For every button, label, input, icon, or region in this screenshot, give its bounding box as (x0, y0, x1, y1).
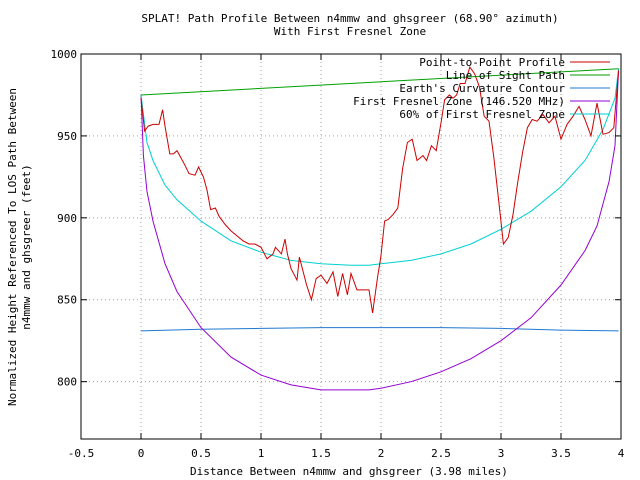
x-tick-label: 0.5 (191, 447, 211, 460)
legend-label: Line of Sight Path (446, 69, 565, 82)
x-tick-label: -0.5 (68, 447, 95, 460)
y-tick-label: 800 (57, 376, 77, 389)
series-line-line-of-sight-path (140, 68, 619, 96)
y-axis-label-line1: Normalized Height Referenced To LOS Path… (6, 88, 19, 406)
y-axis-label-line2: n4mmw and ghsgreer (feet) (20, 164, 33, 330)
y-tick-label: 900 (57, 212, 77, 225)
y-tick-label: 1000 (51, 48, 78, 61)
x-axis-label: Distance Between n4mmw and ghsgreer (3.9… (190, 465, 508, 478)
series-line-first-fresnel-zone-146-520-mhz (140, 68, 620, 391)
chart-subtitle: With First Fresnel Zone (274, 25, 426, 38)
plot-frame (80, 53, 622, 440)
y-tick-label: 950 (57, 130, 77, 143)
series-line-point-to-point-profile (140, 65, 620, 313)
x-tick-label: 3 (498, 447, 505, 460)
x-tick-label: 4 (618, 447, 625, 460)
series-line-60-of-first-fresnel-zone (140, 68, 620, 266)
y-tick-label: 850 (57, 294, 77, 307)
x-tick-label: 2 (378, 447, 385, 460)
x-tick-label: 2.5 (431, 447, 451, 460)
x-tick-label: 3.5 (551, 447, 571, 460)
x-tick-label: 1.5 (311, 447, 331, 460)
legend-label: Point-to-Point Profile (419, 56, 565, 69)
x-tick-label: 1 (258, 447, 265, 460)
legend-label: First Fresnel Zone (146.520 MHz) (353, 95, 565, 108)
legend-label: Earth's Curvature Contour (399, 82, 565, 95)
legend-label: 60% of First Fresnel Zone (399, 108, 565, 121)
series-layer (140, 65, 620, 391)
x-tick-label: 0 (138, 447, 145, 460)
ticks: -0.5 0 0.5 1 1.5 2 2.5 3 3.5 4 800 850 900 950 1000 (51, 48, 625, 460)
series-line-earth-s-curvature-contour (140, 327, 619, 332)
grid (81, 54, 621, 439)
chart-title: SPLAT! Path Profile Between n4mmw and gh… (141, 12, 558, 25)
